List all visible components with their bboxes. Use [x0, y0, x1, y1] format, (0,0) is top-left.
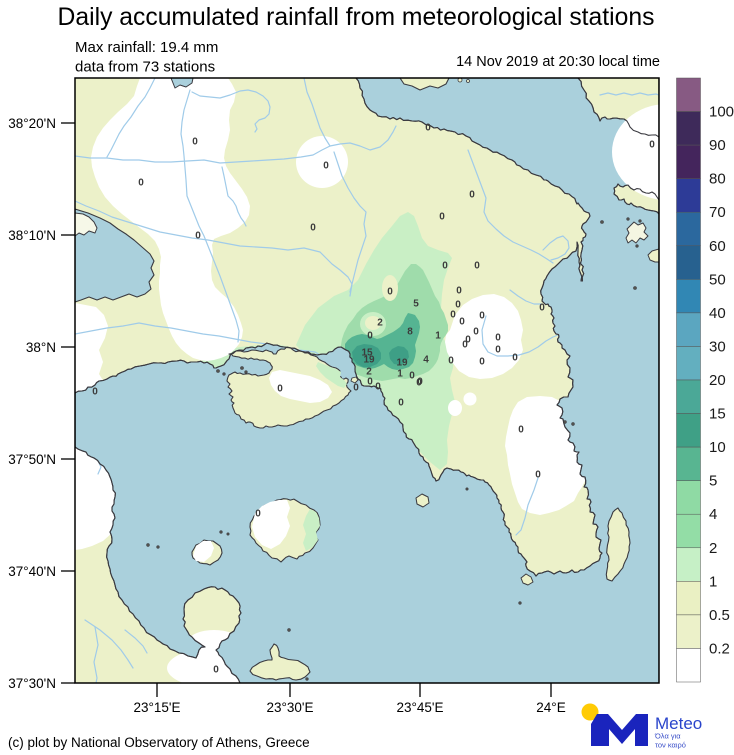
svg-text:0: 0	[479, 357, 485, 368]
svg-text:23°45'E: 23°45'E	[396, 700, 443, 715]
svg-text:0.5: 0.5	[709, 607, 730, 624]
svg-text:0: 0	[398, 398, 404, 409]
svg-text:Όλα για: Όλα για	[654, 732, 681, 741]
svg-text:38°20'N: 38°20'N	[8, 116, 56, 131]
svg-text:1: 1	[709, 573, 717, 590]
svg-text:60: 60	[709, 238, 726, 255]
svg-text:0: 0	[416, 378, 422, 389]
svg-text:19: 19	[363, 355, 375, 366]
svg-text:37°50'N: 37°50'N	[8, 452, 56, 467]
svg-text:0: 0	[310, 223, 316, 234]
svg-text:5: 5	[709, 473, 717, 490]
svg-text:23°30'E: 23°30'E	[266, 700, 313, 715]
svg-text:0: 0	[479, 311, 485, 322]
svg-text:0: 0	[495, 345, 501, 356]
svg-text:40: 40	[709, 305, 726, 322]
svg-text:0: 0	[387, 287, 393, 298]
svg-text:4: 4	[423, 355, 429, 366]
svg-text:80: 80	[709, 171, 726, 188]
svg-text:2: 2	[377, 318, 383, 329]
svg-text:19: 19	[396, 358, 408, 369]
svg-text:24°E: 24°E	[536, 700, 565, 715]
svg-text:0: 0	[375, 382, 381, 393]
svg-text:0: 0	[255, 509, 261, 520]
svg-text:2: 2	[366, 367, 372, 378]
svg-text:1: 1	[397, 369, 403, 380]
svg-text:50: 50	[709, 271, 726, 288]
svg-text:100: 100	[709, 104, 734, 121]
svg-text:0: 0	[459, 317, 465, 328]
svg-text:0: 0	[138, 178, 144, 189]
svg-text:0: 0	[512, 353, 518, 364]
svg-text:0: 0	[213, 665, 219, 676]
svg-text:37°40'N: 37°40'N	[8, 564, 56, 579]
svg-text:0: 0	[474, 261, 480, 272]
svg-text:0: 0	[462, 340, 468, 351]
svg-text:0: 0	[465, 335, 471, 346]
svg-text:70: 70	[709, 204, 726, 221]
svg-text:0: 0	[439, 212, 445, 223]
svg-text:15: 15	[361, 348, 373, 359]
svg-text:1: 1	[435, 331, 441, 342]
svg-text:Meteo: Meteo	[655, 714, 702, 733]
svg-text:0: 0	[192, 137, 198, 148]
svg-text:0.2: 0.2	[709, 640, 730, 657]
svg-text:0: 0	[469, 190, 475, 201]
svg-text:10: 10	[709, 439, 726, 456]
svg-text:8: 8	[407, 327, 413, 338]
svg-text:0: 0	[195, 231, 201, 242]
svg-text:0: 0	[450, 310, 456, 321]
svg-text:0: 0	[353, 383, 359, 394]
svg-text:23°15'E: 23°15'E	[133, 700, 180, 715]
svg-text:data from 73 stations: data from 73 stations	[75, 59, 215, 76]
svg-text:0: 0	[367, 377, 373, 388]
svg-text:0: 0	[456, 286, 462, 297]
svg-text:15: 15	[709, 406, 726, 423]
svg-text:0: 0	[539, 303, 545, 314]
svg-text:0: 0	[367, 331, 373, 342]
svg-text:14 Nov 2019 at 20:30 local tim: 14 Nov 2019 at 20:30 local time	[456, 54, 660, 70]
svg-text:Max rainfall: 19.4 mm: Max rainfall: 19.4 mm	[75, 39, 218, 56]
svg-text:90: 90	[709, 137, 726, 154]
svg-text:5: 5	[413, 299, 419, 310]
svg-text:0: 0	[92, 387, 98, 398]
svg-text:0: 0	[535, 470, 541, 481]
svg-text:0: 0	[473, 327, 479, 338]
svg-text:0: 0	[323, 161, 329, 172]
svg-text:0: 0	[455, 300, 461, 311]
svg-text:0: 0	[425, 123, 431, 134]
svg-text:20: 20	[709, 372, 726, 389]
svg-text:(c) plot by National Observato: (c) plot by National Observatory of Athe…	[8, 735, 310, 750]
svg-text:0: 0	[495, 333, 501, 344]
svg-text:0: 0	[518, 425, 524, 436]
svg-text:0: 0	[277, 384, 283, 395]
svg-text:0: 0	[649, 140, 655, 151]
svg-text:37°30'N: 37°30'N	[8, 676, 56, 691]
svg-text:Daily accumulated rainfall fro: Daily accumulated rainfall from meteorol…	[58, 4, 655, 31]
svg-text:0: 0	[417, 377, 423, 388]
svg-text:2: 2	[709, 540, 717, 557]
svg-text:0: 0	[442, 261, 448, 272]
svg-text:τον καιρό: τον καιρό	[655, 741, 686, 750]
svg-text:4: 4	[709, 506, 717, 523]
svg-text:0: 0	[448, 356, 454, 367]
svg-text:38°N: 38°N	[26, 340, 56, 355]
svg-text:30: 30	[709, 338, 726, 355]
svg-text:38°10'N: 38°10'N	[8, 228, 56, 243]
svg-text:0: 0	[409, 371, 415, 382]
